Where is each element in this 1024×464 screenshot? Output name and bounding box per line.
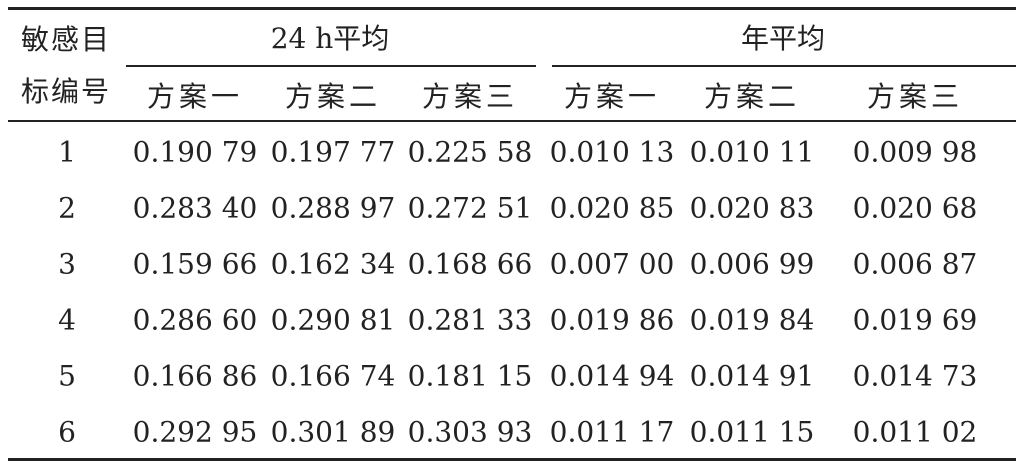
cell-value: 0.011 17: [549, 415, 675, 449]
group-header: 年平均: [740, 22, 826, 55]
cell-value: 0.011 15: [689, 415, 815, 449]
cell-value: 0.019 84: [689, 303, 815, 337]
bottom-rule: [8, 458, 1016, 461]
column-header: 方案一: [563, 80, 661, 113]
cell-value: 0.166 86: [132, 359, 258, 393]
cell-value: 0.197 77: [270, 135, 396, 169]
row-id: 3: [58, 247, 76, 281]
cell-value: 0.272 51: [407, 191, 533, 225]
cell-value: 0.290 81: [270, 303, 396, 337]
cell-value: 0.010 13: [549, 135, 675, 169]
cell-value: 0.225 58: [407, 135, 533, 169]
cell-value: 0.014 91: [689, 359, 815, 393]
row-id: 5: [58, 359, 76, 393]
cell-value: 0.159 66: [132, 247, 258, 281]
cell-value: 0.020 83: [689, 191, 815, 225]
group-header: 24 h平均: [270, 22, 390, 55]
cell-value: 0.019 86: [549, 303, 675, 337]
cell-value: 0.006 99: [689, 247, 815, 281]
group-rule: [126, 65, 536, 67]
row-id: 6: [58, 415, 76, 449]
cell-value: 0.181 15: [407, 359, 533, 393]
cell-value: 0.303 93: [407, 415, 533, 449]
cell-value: 0.168 66: [407, 247, 533, 281]
row-id: 1: [58, 135, 76, 169]
cell-value: 0.020 85: [549, 191, 675, 225]
row-id: 2: [58, 191, 76, 225]
column-header: 方案二: [284, 80, 382, 113]
cell-value: 0.007 00: [549, 247, 675, 281]
row-label-header: 敏感目标编号: [20, 23, 111, 108]
column-header: 方案三: [421, 80, 519, 113]
cell-value: 0.014 73: [852, 359, 978, 393]
column-header: 方案三: [866, 80, 964, 113]
cell-value: 0.014 94: [549, 359, 675, 393]
cell-value: 0.011 02: [852, 415, 978, 449]
cell-value: 0.166 74: [270, 359, 396, 393]
cell-value: 0.281 33: [407, 303, 533, 337]
cell-value: 0.283 40: [132, 191, 258, 225]
cell-value: 0.019 69: [852, 303, 978, 337]
cell-value: 0.288 97: [270, 191, 396, 225]
cell-value: 0.292 95: [132, 415, 258, 449]
group-rule: [552, 65, 1016, 67]
header-rule: [8, 120, 1016, 122]
column-header: 方案一: [146, 80, 244, 113]
row-id: 4: [58, 303, 76, 337]
cell-value: 0.286 60: [132, 303, 258, 337]
cell-value: 0.009 98: [852, 135, 978, 169]
cell-value: 0.010 11: [689, 135, 815, 169]
cell-value: 0.301 89: [270, 415, 396, 449]
cell-value: 0.006 87: [852, 247, 978, 281]
cell-value: 0.020 68: [852, 191, 978, 225]
column-header: 方案二: [703, 80, 801, 113]
cell-value: 0.162 34: [270, 247, 396, 281]
cell-value: 0.190 79: [132, 135, 258, 169]
top-rule: [8, 7, 1016, 10]
